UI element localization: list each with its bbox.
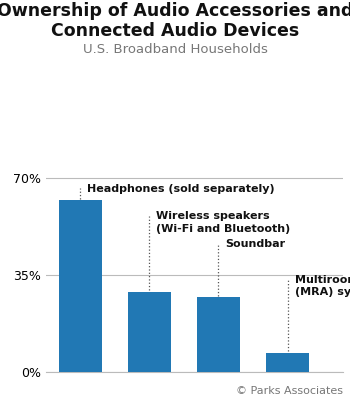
Text: Ownership of Audio Accessories and: Ownership of Audio Accessories and xyxy=(0,2,350,20)
Text: © Parks Associates: © Parks Associates xyxy=(236,386,343,396)
Text: U.S. Broadband Households: U.S. Broadband Households xyxy=(83,43,267,56)
Bar xyxy=(197,297,240,372)
Bar xyxy=(128,292,171,372)
Text: Headphones (sold separately): Headphones (sold separately) xyxy=(87,184,275,194)
Text: Connected Audio Devices: Connected Audio Devices xyxy=(51,22,299,40)
Text: Soundbar: Soundbar xyxy=(225,239,286,249)
Text: Multiroom audio
(MRA) system: Multiroom audio (MRA) system xyxy=(295,275,350,298)
Text: Wireless speakers
(Wi-Fi and Bluetooth): Wireless speakers (Wi-Fi and Bluetooth) xyxy=(156,211,290,234)
Bar xyxy=(266,353,309,372)
Bar xyxy=(59,200,102,372)
